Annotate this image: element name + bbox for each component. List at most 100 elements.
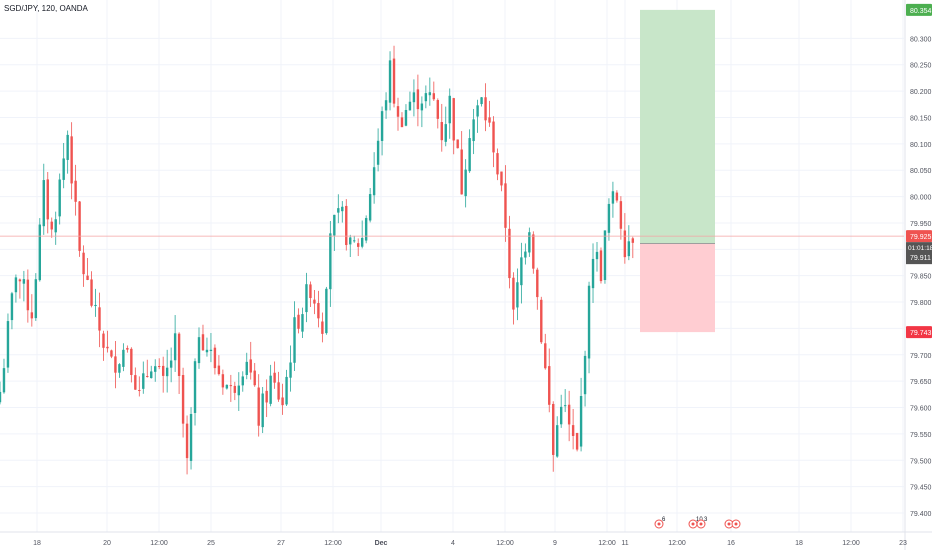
candle-body (70, 136, 73, 184)
price-tick-label: 79.700 (910, 353, 932, 360)
candle-body (392, 58, 396, 104)
candle-body (412, 92, 416, 103)
candle-body (325, 288, 328, 334)
candle-body (18, 279, 22, 282)
candle-body (396, 106, 400, 117)
candle-body (623, 230, 627, 258)
candle-body (440, 122, 443, 141)
candle-body (516, 282, 519, 308)
candle-body (201, 334, 205, 351)
event-marker[interactable]: 6 (654, 517, 666, 529)
candle-body (138, 390, 141, 392)
candle-body (345, 205, 348, 246)
time-tick-label: 12:00 (324, 540, 342, 547)
candle-body (400, 117, 404, 128)
event-marker-count: 3 (704, 517, 708, 523)
event-marker[interactable] (731, 519, 741, 529)
candle-body (468, 138, 471, 172)
candle-body (528, 232, 531, 253)
candle-body (0, 391, 2, 403)
stop-price-badge (906, 326, 932, 339)
candle-body (217, 365, 221, 375)
candle-body (189, 413, 193, 461)
candle-body (329, 233, 332, 290)
time-tick-label: 23 (899, 540, 907, 547)
candle-body (619, 201, 623, 229)
candle-body (102, 333, 105, 348)
candle-body (420, 103, 424, 111)
candle-body (432, 93, 436, 100)
time-axis[interactable]: 18 20 12:00 25 27 12:00 Dec 4 12:00 9 12:00 11 12:00… (0, 531, 932, 547)
candle-body (110, 350, 113, 357)
event-marker[interactable]: 3 (696, 517, 708, 529)
candle-body (22, 279, 26, 284)
candle-body (575, 432, 579, 450)
candle-body (237, 385, 240, 396)
candle-body (253, 370, 256, 386)
candle-body (165, 367, 169, 377)
candle-body (78, 201, 81, 251)
candle-body (404, 109, 408, 126)
time-tick-label: 25 (207, 540, 215, 547)
price-axis[interactable]: 80.300 80.250 80.200 80.150 80.100 80.050 80.0… (904, 0, 932, 550)
candle-body (130, 348, 133, 375)
time-tick-label: Dec (375, 540, 388, 547)
candle-body (376, 140, 380, 165)
candle-body (488, 117, 491, 123)
countdown-badge (906, 242, 932, 265)
candle-body (293, 317, 296, 363)
price-tick-label: 79.550 (910, 432, 932, 439)
position-tool[interactable] (640, 9, 715, 333)
candle-body (261, 393, 264, 428)
candle-body (556, 425, 559, 457)
candle-body (2, 368, 6, 393)
event-dot-icon (691, 522, 695, 526)
candle-body (313, 299, 316, 304)
candle-body (341, 206, 344, 212)
candle-body (229, 385, 233, 387)
candle-body (62, 158, 65, 180)
event-dot-icon (657, 522, 661, 526)
candle-body (90, 279, 93, 306)
candle-body (563, 405, 567, 407)
candle-body (567, 404, 571, 425)
event-markers[interactable]: 6103 (654, 517, 741, 529)
candle-body (233, 385, 237, 393)
time-tick-label: 12:00 (668, 540, 686, 547)
candle-body (428, 92, 432, 96)
price-tick-label: 79.400 (910, 511, 932, 518)
profit-zone[interactable] (640, 9, 715, 244)
target-price-badge (906, 3, 932, 16)
countdown-label: 01:01:18 (908, 245, 932, 252)
candle-body (496, 153, 499, 175)
stop-loss-zone[interactable] (640, 243, 715, 333)
candle-body (118, 364, 121, 373)
candle-body (532, 234, 535, 269)
candle-body (436, 100, 439, 119)
time-tick-label: 12:00 (598, 540, 616, 547)
candle-body (305, 284, 308, 313)
candle-body (524, 251, 527, 258)
target-price-badge-label: 80.354 (910, 8, 932, 15)
candle-body (169, 360, 173, 368)
candle-body (173, 333, 177, 361)
candle-body (74, 180, 77, 202)
candle-body (321, 321, 324, 334)
candle-body (289, 362, 292, 378)
candle-body (349, 237, 352, 245)
price-tick-label: 79.800 (910, 300, 932, 307)
candle-body (520, 257, 523, 286)
candle-body (587, 285, 591, 359)
time-tick-label: 18 (795, 540, 803, 547)
event-dot-icon (727, 522, 731, 526)
candle-body (591, 258, 595, 289)
candle-body (257, 387, 260, 426)
price-tick-label: 80.250 (910, 63, 932, 70)
candles (0, 45, 635, 475)
candle-body (150, 371, 153, 379)
time-tick-label: 27 (277, 540, 285, 547)
candle-body (333, 214, 336, 236)
candle-body (464, 169, 467, 197)
